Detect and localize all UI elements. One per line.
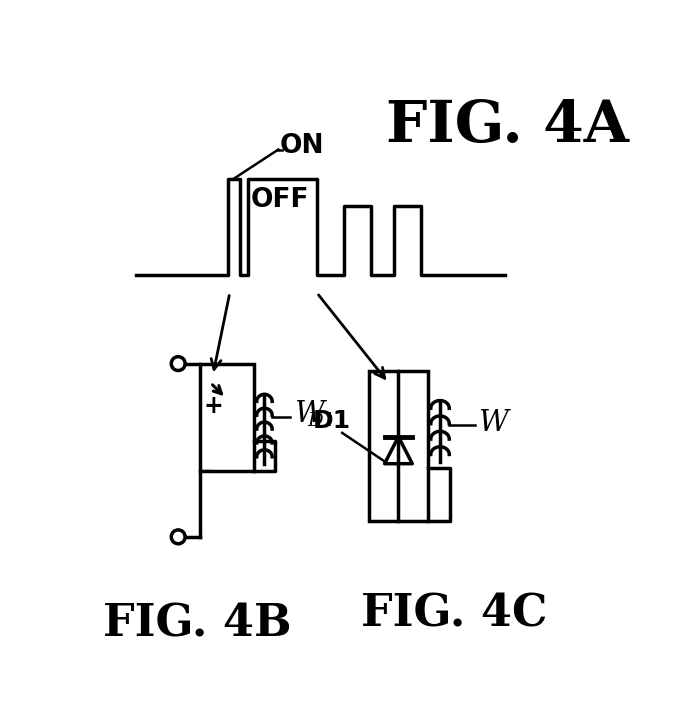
Text: -: - bbox=[204, 459, 213, 483]
Text: FIG. 4B: FIG. 4B bbox=[103, 603, 291, 645]
Text: W: W bbox=[479, 409, 508, 437]
Text: FIG. 4C: FIG. 4C bbox=[361, 593, 548, 635]
Bar bbox=[369, 372, 429, 521]
Text: OFF: OFF bbox=[250, 187, 309, 213]
Text: +: + bbox=[204, 394, 223, 418]
Bar bbox=[200, 364, 254, 472]
Text: D1: D1 bbox=[307, 413, 334, 431]
Text: FIG. 4A: FIG. 4A bbox=[386, 98, 629, 154]
Text: D1: D1 bbox=[313, 410, 351, 433]
Text: ON: ON bbox=[280, 133, 324, 159]
Text: W: W bbox=[293, 400, 324, 428]
